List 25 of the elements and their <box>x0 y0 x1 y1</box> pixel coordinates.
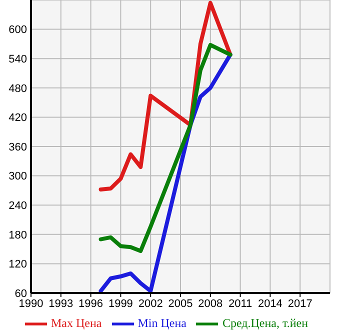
y-tick-label: 120 <box>8 258 27 271</box>
y-tick-label: 180 <box>8 229 27 242</box>
y-tick-label: 420 <box>8 112 27 124</box>
y-tick-label: 360 <box>8 141 27 154</box>
legend-label: Max Цена <box>50 316 102 330</box>
x-tick-label: 1996 <box>78 298 104 310</box>
x-tick-label: 2005 <box>168 298 193 310</box>
x-tick-label: 1993 <box>48 298 74 310</box>
line-series <box>98 42 232 254</box>
y-tick-label: 300 <box>8 170 27 183</box>
x-tick-label: 2008 <box>198 298 223 310</box>
x-tick-label: 1990 <box>18 298 44 310</box>
y-tick-label: 240 <box>8 200 27 212</box>
x-tick-label: 1999 <box>108 298 133 310</box>
y-tick-label: 60 <box>14 288 27 300</box>
y-tick-label: 480 <box>8 82 27 95</box>
x-tick-label: 2017 <box>288 298 312 310</box>
legend-label: Min Цена <box>138 316 186 330</box>
x-tick-label: 2011 <box>228 298 252 310</box>
y-tick-label: 540 <box>8 54 27 66</box>
legend-label: Сред.Цена, т.йен <box>222 316 308 330</box>
x-tick-label: 2014 <box>258 298 282 310</box>
y-tick-label: 600 <box>8 24 27 36</box>
line-series <box>98 52 232 293</box>
x-tick-label: 2002 <box>138 298 163 310</box>
